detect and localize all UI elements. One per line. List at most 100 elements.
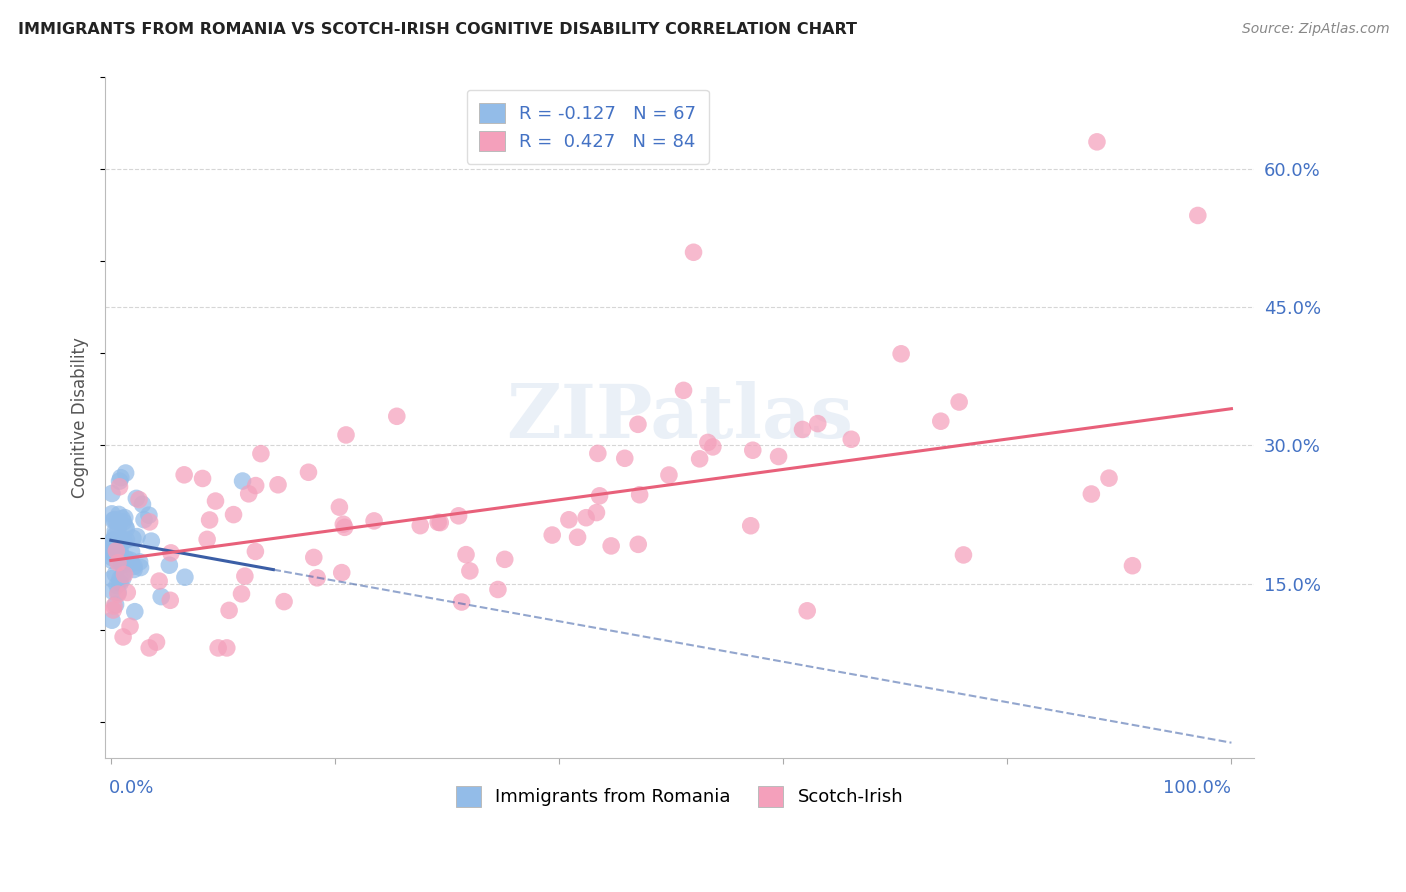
Point (792, 422, 814, 436)
Point (120, 556, 142, 570)
Point (1121, 558, 1143, 573)
Point (101, 553, 124, 567)
Point (658, 468, 681, 483)
Point (101, 533, 124, 547)
Point (107, 585, 129, 599)
Point (335, 428, 357, 442)
Point (682, 245, 704, 260)
Text: Source: ZipAtlas.com: Source: ZipAtlas.com (1241, 22, 1389, 37)
Text: ZIPatlas: ZIPatlas (506, 382, 853, 454)
Point (627, 537, 650, 551)
Point (103, 603, 125, 617)
Point (124, 605, 146, 619)
Point (222, 508, 245, 522)
Point (588, 489, 610, 503)
Point (450, 595, 472, 609)
Point (107, 521, 129, 535)
Point (218, 603, 240, 617)
Point (110, 533, 132, 547)
Point (105, 543, 128, 558)
Point (103, 599, 125, 613)
Point (1080, 487, 1102, 501)
Point (741, 443, 763, 458)
Point (558, 513, 581, 527)
Point (233, 569, 256, 583)
Point (101, 613, 124, 627)
Legend: Immigrants from Romania, Scotch-Irish: Immigrants from Romania, Scotch-Irish (449, 779, 911, 814)
Point (332, 517, 354, 532)
Point (107, 587, 129, 601)
Point (110, 535, 132, 549)
Point (108, 547, 131, 561)
Point (1187, 209, 1209, 223)
Point (586, 446, 609, 460)
Point (108, 575, 131, 590)
Point (101, 507, 124, 521)
Point (250, 447, 273, 461)
Point (173, 467, 195, 482)
Point (101, 572, 124, 586)
Point (613, 451, 636, 466)
Point (689, 451, 711, 466)
Point (107, 537, 129, 551)
Point (105, 578, 128, 592)
Point (138, 508, 160, 523)
Point (427, 516, 450, 530)
Point (103, 513, 125, 527)
Point (454, 548, 477, 562)
Point (541, 528, 564, 542)
Point (447, 508, 470, 523)
Point (111, 511, 134, 525)
Point (122, 532, 145, 546)
Point (245, 478, 267, 492)
Point (575, 510, 598, 524)
Point (115, 533, 138, 547)
Point (107, 556, 129, 570)
Point (101, 550, 124, 565)
Point (105, 553, 128, 567)
Point (215, 640, 238, 655)
Point (108, 508, 131, 522)
Point (267, 477, 290, 491)
Point (330, 566, 353, 580)
Point (952, 548, 974, 562)
Point (302, 550, 325, 565)
Point (191, 471, 214, 485)
Point (600, 539, 623, 553)
Point (120, 553, 142, 567)
Point (839, 432, 862, 446)
Point (122, 562, 145, 576)
Point (111, 558, 134, 572)
Point (105, 539, 128, 553)
Point (121, 544, 143, 558)
Point (273, 594, 295, 608)
Point (198, 513, 221, 527)
Point (115, 522, 138, 536)
Point (104, 528, 127, 542)
Point (1098, 471, 1121, 485)
Point (204, 494, 226, 508)
Point (132, 513, 155, 527)
Point (128, 492, 150, 507)
Point (160, 546, 183, 560)
Point (409, 518, 432, 533)
Point (128, 555, 150, 569)
Text: 100.0%: 100.0% (1163, 779, 1232, 797)
Point (101, 546, 124, 560)
Text: 0.0%: 0.0% (108, 779, 153, 797)
Point (104, 524, 127, 538)
Point (138, 640, 160, 655)
Point (207, 640, 229, 655)
Point (131, 497, 153, 511)
Point (108, 572, 131, 586)
Point (890, 347, 912, 361)
Text: IMMIGRANTS FROM ROMANIA VS SCOTCH-IRISH COGNITIVE DISABILITY CORRELATION CHART: IMMIGRANTS FROM ROMANIA VS SCOTCH-IRISH … (18, 22, 858, 37)
Point (108, 480, 131, 494)
Y-axis label: Cognitive Disability: Cognitive Disability (72, 337, 89, 499)
Point (125, 530, 148, 544)
Point (1085, 135, 1108, 149)
Point (103, 513, 125, 527)
Point (195, 533, 218, 547)
Point (101, 584, 124, 599)
Point (114, 510, 136, 524)
